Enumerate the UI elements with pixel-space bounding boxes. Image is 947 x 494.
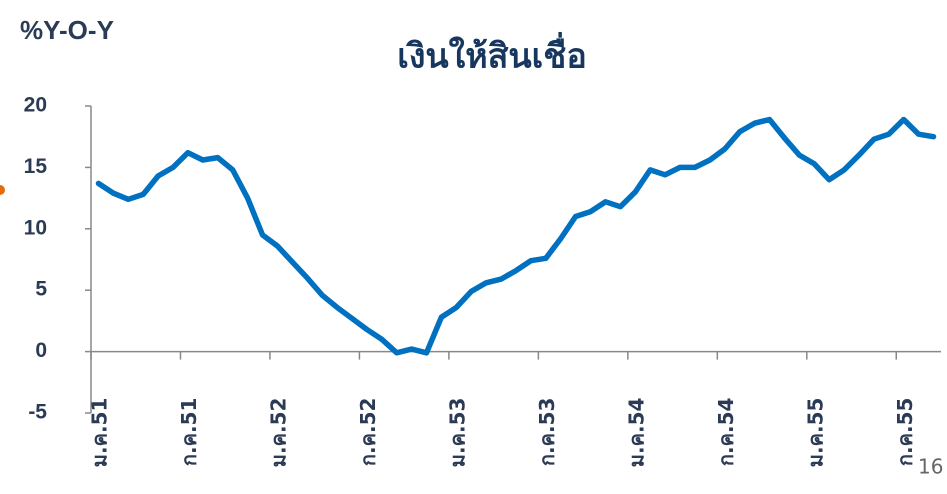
x-tick-label: ม.ค.52 — [266, 398, 290, 468]
x-tick-label: ม.ค.53 — [445, 398, 469, 468]
x-tick-label: ม.ค.51 — [88, 398, 112, 468]
bullet-decoration — [0, 185, 5, 195]
y-tick-label: 0 — [35, 339, 47, 362]
page-number: 16 — [918, 455, 943, 479]
y-tick-label: 10 — [24, 216, 47, 239]
x-tick-label: ก.ค.55 — [893, 398, 917, 467]
y-axis-label: %Y-O-Y — [20, 15, 114, 45]
x-tick-label: ก.ค.53 — [535, 398, 559, 467]
chart-title: เงินให้สินเชื่อ — [397, 32, 587, 77]
data-line — [95, 116, 937, 356]
x-tick-label: ม.ค.55 — [803, 398, 827, 468]
x-tick-label: ก.ค.54 — [714, 398, 738, 467]
x-tick-label: ก.ค.51 — [177, 398, 201, 467]
y-tick-label: 5 — [35, 278, 47, 301]
x-tick-label: ก.ค.52 — [356, 398, 380, 467]
y-tick-label: 20 — [24, 94, 47, 117]
y-tick-label: -5 — [28, 401, 47, 424]
x-tick-label: ม.ค.54 — [624, 398, 648, 468]
y-tick-label: 15 — [24, 155, 48, 178]
